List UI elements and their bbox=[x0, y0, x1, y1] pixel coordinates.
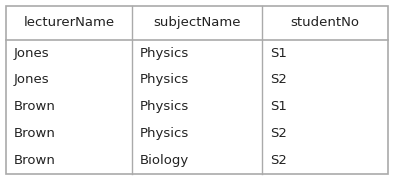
Text: S1: S1 bbox=[270, 100, 287, 113]
Text: Physics: Physics bbox=[140, 47, 189, 60]
Text: Jones: Jones bbox=[14, 47, 50, 60]
Text: Physics: Physics bbox=[140, 73, 189, 86]
Text: Physics: Physics bbox=[140, 100, 189, 113]
Text: studentNo: studentNo bbox=[290, 16, 359, 29]
Text: S1: S1 bbox=[270, 47, 287, 60]
Text: Biology: Biology bbox=[140, 154, 189, 167]
Text: S2: S2 bbox=[270, 154, 287, 167]
Text: S2: S2 bbox=[270, 127, 287, 140]
Text: Brown: Brown bbox=[14, 154, 56, 167]
Text: lecturerName: lecturerName bbox=[24, 16, 115, 29]
Text: Physics: Physics bbox=[140, 127, 189, 140]
Text: Brown: Brown bbox=[14, 127, 56, 140]
Text: subjectName: subjectName bbox=[153, 16, 241, 29]
Text: Jones: Jones bbox=[14, 73, 50, 86]
Text: S2: S2 bbox=[270, 73, 287, 86]
Text: Brown: Brown bbox=[14, 100, 56, 113]
